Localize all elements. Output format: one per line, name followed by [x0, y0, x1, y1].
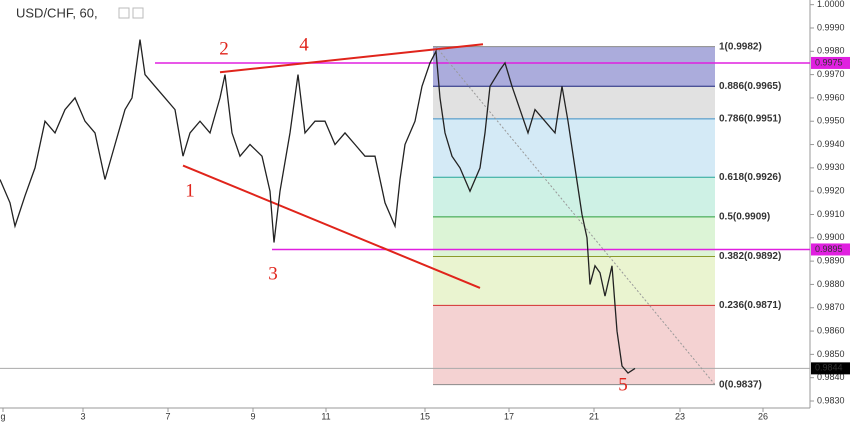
fib-zone	[433, 305, 715, 385]
chart-title: USD/CHF, 60,	[16, 5, 98, 20]
trendline	[219, 43, 484, 74]
price-label: 0.9975	[815, 57, 843, 67]
fib-label: 0(0.9837)	[719, 379, 762, 390]
fib-label: 0.236(0.9871)	[719, 300, 781, 311]
fib-label: 0.618(0.9926)	[719, 172, 781, 183]
y-tick-label: 0.9860	[817, 325, 845, 335]
fib-label: 0.382(0.9892)	[719, 251, 781, 262]
x-tick-label: 23	[675, 411, 685, 421]
y-tick-label: 1.0000	[817, 0, 845, 9]
x-tick-label: 21	[589, 411, 599, 421]
fib-zone	[433, 86, 715, 119]
y-tick-label: 0.9870	[817, 302, 845, 312]
x-tick-label: 3	[80, 411, 85, 421]
y-tick-label: 0.9990	[817, 22, 845, 32]
y-tick-label: 0.9900	[817, 232, 845, 242]
x-tick-label: 15	[420, 411, 430, 421]
fib-label: 0.886(0.9965)	[719, 81, 781, 92]
price-label: 0.9895	[815, 244, 843, 254]
y-tick-label: 0.9930	[817, 162, 845, 172]
wave-label: 1	[185, 180, 195, 201]
y-tick-label: 0.9970	[817, 69, 845, 79]
fib-label: 0.786(0.9951)	[719, 114, 781, 125]
x-tick-label: 26	[758, 411, 768, 421]
y-tick-label: 0.9880	[817, 279, 845, 289]
x-tick-label: 11	[321, 411, 330, 421]
y-tick-label: 0.9830	[817, 395, 845, 405]
wave-label: 5	[618, 374, 628, 395]
price-label-box	[811, 243, 850, 256]
fib-zone	[433, 46, 715, 87]
y-tick-label: 0.9850	[817, 349, 845, 359]
price-label: 0.9844	[815, 363, 843, 373]
price-label-box	[811, 56, 850, 69]
x-tick-label: 17	[504, 411, 514, 421]
trendline	[435, 46, 716, 386]
fib-zone	[433, 216, 715, 257]
x-tick-label: 7	[165, 411, 170, 421]
y-tick-label: 0.9910	[817, 209, 845, 219]
fib-label: 1(0.9982)	[719, 41, 762, 52]
y-tick-label: 0.9840	[817, 372, 845, 382]
fib-zone	[433, 118, 715, 178]
x-tick-label: g	[0, 411, 5, 421]
wave-label: 4	[299, 34, 309, 55]
trendline	[182, 164, 481, 289]
price-label-box	[811, 362, 850, 375]
y-tick-label: 0.9960	[817, 92, 845, 102]
fib-label: 0.5(0.9909)	[719, 211, 770, 222]
wave-label: 3	[268, 263, 278, 284]
y-tick-label: 0.9920	[817, 186, 845, 196]
price-line	[0, 39, 636, 374]
y-tick-label: 0.9950	[817, 116, 845, 126]
icon[interactable]	[132, 7, 144, 19]
y-tick-label: 0.9980	[817, 46, 845, 56]
wave-label: 2	[219, 38, 229, 59]
y-tick-label: 0.9940	[817, 139, 845, 149]
fib-zone	[433, 177, 715, 217]
fib-zone	[433, 256, 715, 306]
y-tick-label: 0.9890	[817, 255, 845, 265]
x-tick-label: 9	[250, 411, 255, 421]
icon[interactable]	[118, 7, 130, 19]
